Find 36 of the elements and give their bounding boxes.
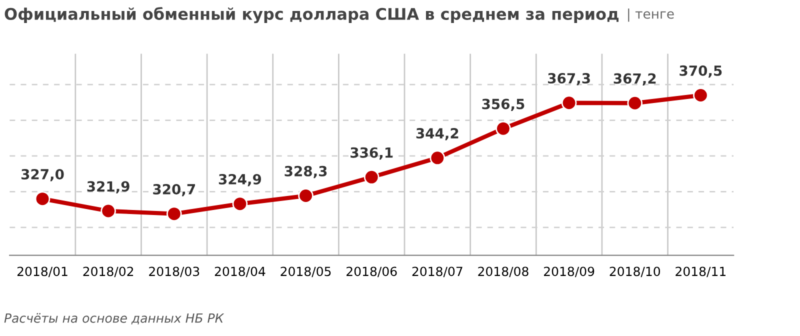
chart-subtitle: | тенге xyxy=(628,8,674,22)
data-label: 356,5 xyxy=(482,98,524,112)
x-tick-label: 2018/07 xyxy=(412,266,462,278)
text: Расчёты на основе данных НБ РК xyxy=(4,313,224,324)
data-label: 344,2 xyxy=(416,128,458,140)
data-label: 321,9 xyxy=(87,181,130,194)
point xyxy=(232,196,248,212)
point xyxy=(561,95,577,111)
data-label: 370,5 xyxy=(680,65,722,78)
data-label: 367,2 xyxy=(614,73,656,86)
data-label: 320,7 xyxy=(153,184,196,196)
x-tick-label: 2018/04 xyxy=(214,266,266,278)
point xyxy=(298,188,314,204)
point xyxy=(430,150,446,166)
point xyxy=(627,95,643,111)
data-label: 367,3 xyxy=(548,73,590,86)
x-tick-label: 2018/09 xyxy=(544,266,594,278)
x-tick-label: 2018/02 xyxy=(83,266,134,278)
point xyxy=(693,88,708,103)
point xyxy=(364,170,380,185)
x-tick-label: 2018/03 xyxy=(149,266,200,278)
point xyxy=(100,203,116,219)
x-tick-label: 2018/01 xyxy=(17,266,68,278)
data-label: 324,9 xyxy=(218,174,262,186)
x-tick-label: 2018/11 xyxy=(676,266,726,278)
point xyxy=(496,120,511,136)
x-tick-label: 2018/06 xyxy=(346,266,397,278)
point xyxy=(166,206,182,222)
point xyxy=(34,191,50,206)
x-tick-label: 2018/10 xyxy=(610,266,660,278)
data-label: 328,3 xyxy=(284,166,327,178)
chart-title: Официальный обменный курс доллара США в среднем за период xyxy=(4,7,619,24)
data-label: 336,1 xyxy=(350,147,393,160)
x-tick-label: 2018/08 xyxy=(478,266,528,278)
x-tick-label: 2018/05 xyxy=(280,266,331,278)
data-label: 327,0 xyxy=(21,168,64,182)
